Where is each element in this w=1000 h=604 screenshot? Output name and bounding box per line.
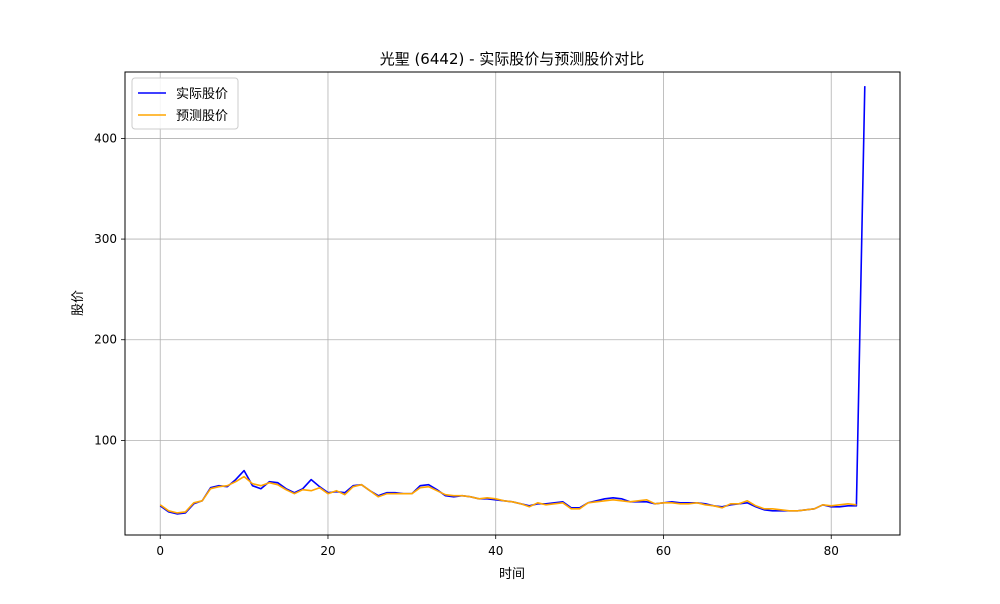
- x-axis-label: 时间: [499, 567, 525, 582]
- x-tick-label: 20: [320, 544, 335, 558]
- legend-label: 预测股价: [176, 109, 228, 124]
- plot-area-frame: [124, 71, 901, 536]
- x-tick-label: 80: [824, 544, 839, 558]
- legend-box: [131, 77, 239, 130]
- x-tick-label: 0: [156, 544, 164, 558]
- x-tick-label: 60: [656, 544, 671, 558]
- x-tick-label: 40: [488, 544, 503, 558]
- y-tick-label: 300: [94, 232, 117, 246]
- chart-title: 光聖 (6442) - 实际股价与预测股价对比: [380, 50, 645, 68]
- y-tick-label: 100: [94, 433, 117, 447]
- axis-ticks: 0 20 40 60 80 100 200 300 400: [94, 131, 839, 558]
- y-tick-label: 200: [94, 333, 117, 347]
- y-tick-label: 400: [94, 131, 117, 145]
- grid-lines: [125, 72, 900, 535]
- series-line-1: [159, 475, 857, 514]
- y-axis-label: 股价: [71, 290, 86, 316]
- series-lines: [159, 86, 866, 515]
- legend-label: 实际股价: [176, 87, 228, 102]
